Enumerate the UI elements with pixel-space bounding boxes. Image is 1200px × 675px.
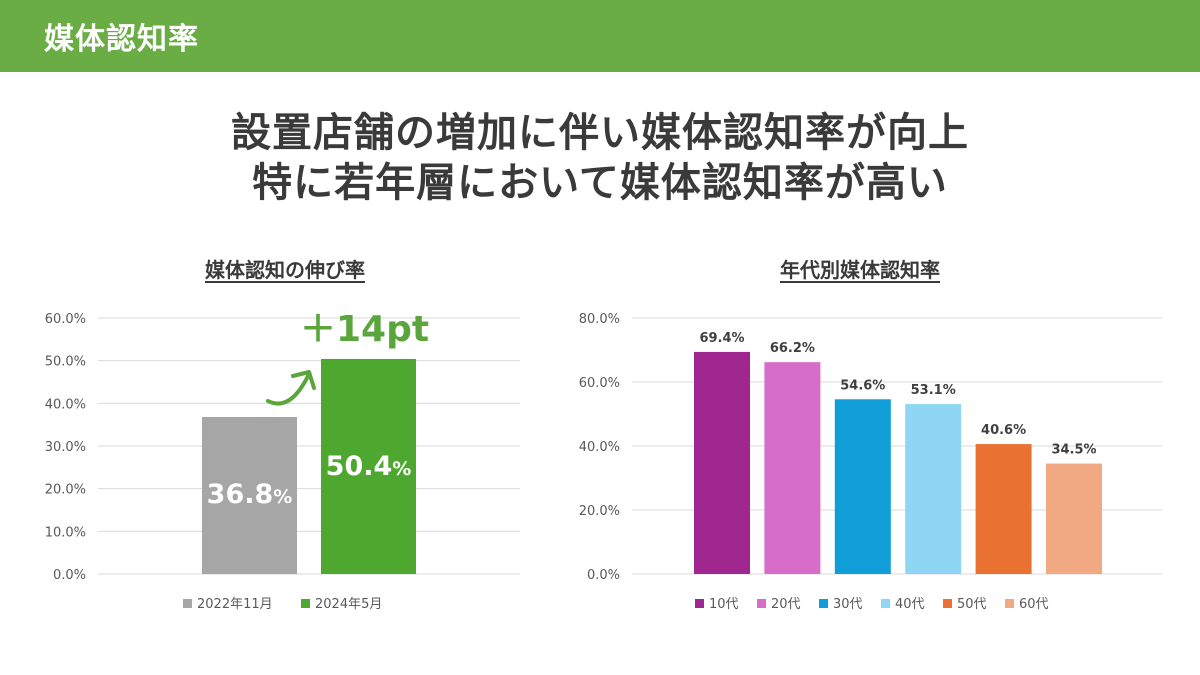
growth-callout: ＋14pt xyxy=(300,309,429,350)
right-legend-label: 30代 xyxy=(833,597,863,612)
right-chart-title: 年代別媒体認知率 xyxy=(780,258,940,282)
right-legend-label: 20代 xyxy=(771,597,801,612)
right-chart-bar xyxy=(1046,463,1102,574)
right-legend-swatch xyxy=(695,599,704,608)
right-chart-bar xyxy=(764,362,821,574)
left-chart-ytick-label: 20.0% xyxy=(45,483,86,498)
right-chart-ytick-label: 20.0% xyxy=(579,504,620,519)
left-legend-swatch xyxy=(183,599,192,608)
left-legend-label: 2024年5月 xyxy=(315,597,382,612)
left-chart-ytick-label: 40.0% xyxy=(45,397,86,412)
header-bar: 媒体認知率 xyxy=(0,0,1200,72)
right-legend-label: 10代 xyxy=(709,597,739,612)
left-legend-label: 2022年11月 xyxy=(197,597,273,612)
right-chart-bar-label: 34.5% xyxy=(1051,443,1096,458)
right-chart-bar-label: 40.6% xyxy=(981,423,1026,438)
right-legend-label: 40代 xyxy=(895,597,925,612)
right-chart-bar-label: 66.2% xyxy=(770,341,815,356)
headline-line-2: 特に若年層において媒体認知率が高い xyxy=(252,160,948,206)
headline-line-1: 設置店舗の増加に伴い媒体認知率が向上 xyxy=(231,110,969,156)
right-chart-ytick-label: 80.0% xyxy=(579,312,620,327)
right-chart-ytick-label: 60.0% xyxy=(579,376,620,391)
right-legend-swatch xyxy=(757,599,766,608)
right-chart-bar-label: 53.1% xyxy=(911,383,956,398)
right-legend-label: 50代 xyxy=(957,597,987,612)
left-chart-ytick-label: 60.0% xyxy=(45,312,86,327)
right-chart-bar xyxy=(694,351,750,574)
right-chart-bar-label: 54.6% xyxy=(840,378,885,393)
right-chart-ytick-label: 40.0% xyxy=(579,440,620,455)
right-legend-swatch xyxy=(881,599,890,608)
right-chart-bar xyxy=(834,399,891,574)
right-legend-swatch xyxy=(819,599,828,608)
right-chart-bar xyxy=(975,444,1032,574)
right-legend-swatch xyxy=(1005,599,1014,608)
left-chart-ytick-label: 10.0% xyxy=(45,525,86,540)
left-chart-bar-label-unit: % xyxy=(273,486,292,508)
right-legend-label: 60代 xyxy=(1019,597,1049,612)
right-chart-ytick-label: 0.0% xyxy=(587,568,620,583)
left-chart-ytick-label: 0.0% xyxy=(53,568,86,583)
header-title: 媒体認知率 xyxy=(44,22,199,57)
growth-arrowhead-icon xyxy=(291,370,316,390)
left-chart-ytick-label: 50.0% xyxy=(45,355,86,370)
growth-arrow-icon xyxy=(266,374,310,406)
left-chart-bar-label-unit: % xyxy=(392,458,411,480)
left-legend-swatch xyxy=(301,599,310,608)
left-chart-ytick-label: 30.0% xyxy=(45,440,86,455)
left-chart-bar xyxy=(202,416,297,574)
left-chart-bar xyxy=(321,358,416,574)
right-chart-bar xyxy=(905,404,962,574)
left-chart-title: 媒体認知の伸び率 xyxy=(205,258,365,282)
right-legend-swatch xyxy=(943,599,952,608)
right-chart-bar-label: 69.4% xyxy=(699,331,744,346)
